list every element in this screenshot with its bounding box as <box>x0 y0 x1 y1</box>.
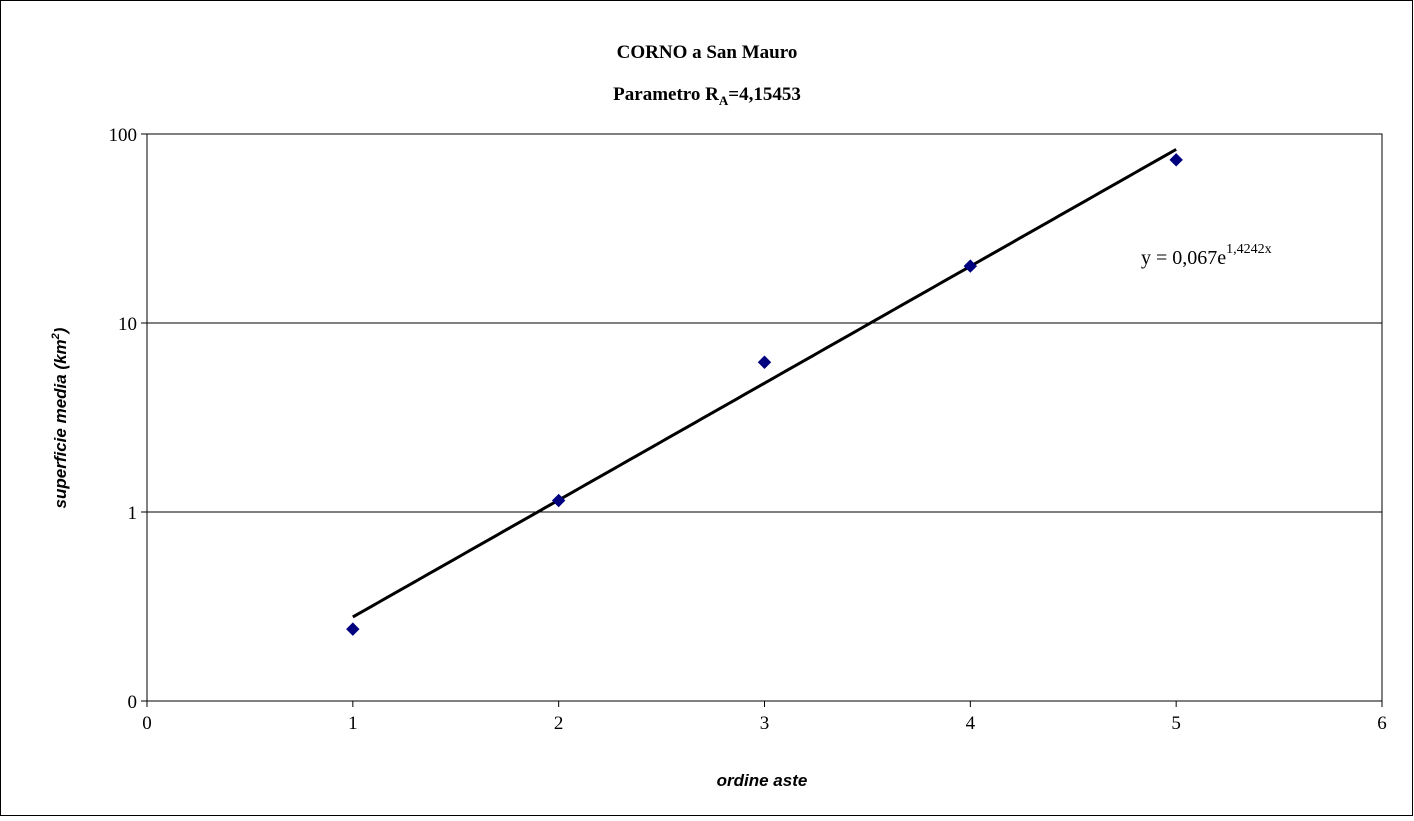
y-tick-label: 10 <box>118 314 137 335</box>
y-tick-label: 100 <box>109 125 138 146</box>
y-label-sup: 2 <box>50 333 62 340</box>
y-label-end: ) <box>51 327 70 335</box>
y-tick-label: 0 <box>128 692 138 713</box>
title-prefix: Parametro R <box>613 84 719 105</box>
x-axis-label: ordine aste <box>717 771 808 790</box>
grid-layer <box>147 322 1382 513</box>
y-axis-label: superficie media (km2) <box>50 327 70 508</box>
data-point <box>963 259 978 273</box>
data-point <box>1169 153 1183 167</box>
x-tick-label: 4 <box>966 713 976 734</box>
y-tick-label: 1 <box>128 503 138 524</box>
data-point <box>757 355 772 369</box>
point-layer <box>346 153 1183 636</box>
trend-layer <box>352 148 1177 619</box>
data-point <box>346 622 360 636</box>
x-tick-label: 2 <box>554 713 564 734</box>
trendline <box>352 148 1177 619</box>
chart-title-line1: CORNO a San Mauro <box>617 42 798 63</box>
data-point <box>551 493 566 508</box>
x-tick-label: 1 <box>348 713 358 734</box>
x-tick-label: 0 <box>142 713 152 734</box>
title-suffix: =4,15453 <box>728 84 801 105</box>
chart-title-line2: Parametro RA=4,15453 <box>613 84 801 108</box>
x-tick-label: 6 <box>1377 713 1387 734</box>
x-tick-label: 3 <box>760 713 770 734</box>
trendline-equation: y = 0,067e1,4242x <box>1141 242 1272 269</box>
equation-exponent: 1,4242x <box>1226 242 1272 257</box>
title-subscript: A <box>719 93 729 108</box>
equation-prefix: y = 0,067e <box>1141 247 1226 269</box>
x-tick-label: 5 <box>1171 713 1181 734</box>
y-label-main: superficie media (km <box>51 339 70 508</box>
tick-layer: 0 1 10 100 0 1 2 3 4 5 6 <box>109 125 1387 734</box>
